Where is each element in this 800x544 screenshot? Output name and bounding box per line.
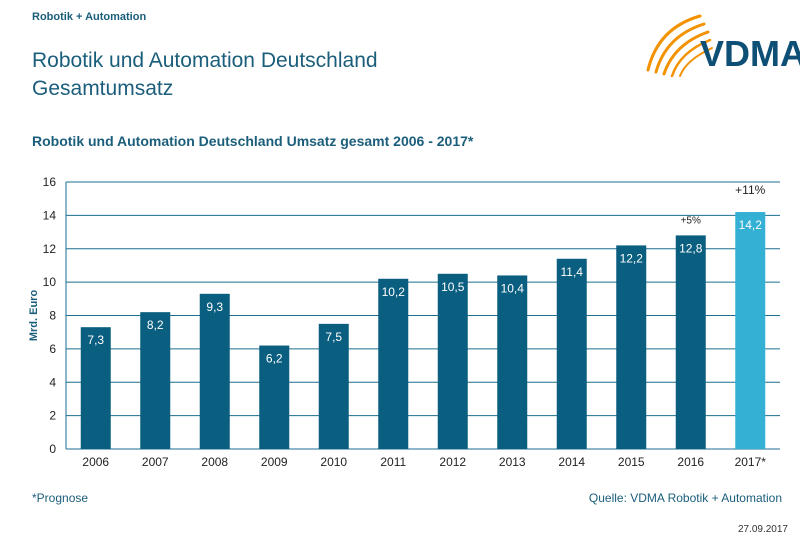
growth-annotation: +11% (735, 183, 765, 197)
x-tick-label: 2013 (499, 455, 526, 469)
y-tick-label: 12 (43, 242, 57, 256)
bar-forecast (735, 212, 766, 449)
page-title-line1: Robotik und Automation Deutschland (32, 49, 378, 72)
bar (80, 327, 111, 449)
bar-value-label: 6,2 (266, 352, 283, 366)
bar-value-label: 12,2 (620, 251, 644, 265)
bar-value-label: 8,2 (147, 318, 164, 332)
x-tick-label: 2012 (439, 455, 466, 469)
page-title: Robotik und Automation Deutschland Gesam… (32, 47, 378, 103)
bar (259, 345, 290, 449)
page-title-line2: Gesamtumsatz (32, 77, 174, 100)
y-tick-label: 14 (43, 208, 57, 222)
x-tick-label: 2016 (677, 455, 704, 469)
bar-value-label: 12,8 (679, 241, 703, 255)
vdma-logo-text: VDMA (700, 33, 800, 74)
bar-value-label: 7,5 (325, 330, 342, 344)
x-tick-label: 2017* (735, 455, 767, 469)
bar (497, 275, 528, 449)
y-tick-label: 16 (43, 175, 57, 189)
y-tick-label: 10 (43, 275, 57, 289)
bar-value-label: 11,4 (561, 265, 584, 279)
bar-value-label: 10,5 (441, 280, 465, 294)
x-tick-label: 2010 (320, 455, 347, 469)
x-tick-label: 2015 (618, 455, 645, 469)
x-tick-label: 2007 (142, 455, 169, 469)
y-tick-label: 0 (49, 442, 56, 456)
y-tick-label: 8 (49, 309, 56, 323)
bar-value-label: 10,4 (501, 281, 525, 295)
x-tick-label: 2006 (82, 455, 109, 469)
bar (556, 258, 587, 449)
y-axis-label: Mrd. Euro (28, 290, 40, 342)
bar (437, 273, 468, 449)
x-tick-label: 2011 (380, 455, 406, 469)
y-tick-label: 6 (49, 342, 56, 356)
bar-value-label: 14,2 (739, 218, 763, 232)
bar (199, 293, 230, 449)
y-tick-label: 2 (49, 409, 56, 423)
growth-annotation: +5% (681, 215, 701, 226)
x-tick-label: 2009 (261, 455, 288, 469)
y-tick-label: 4 (49, 375, 56, 389)
bar (140, 312, 171, 449)
chart-title: Robotik und Automation Deutschland Umsat… (32, 133, 474, 149)
footnote: *Prognose (32, 491, 89, 505)
x-tick-label: 2014 (558, 455, 585, 469)
bar (378, 278, 409, 449)
date-stamp: 27.09.2017 (737, 524, 788, 535)
x-tick-label: 2008 (201, 455, 228, 469)
header-tag: Robotik + Automation (32, 11, 147, 23)
bar-value-label: 10,2 (382, 285, 406, 299)
bar (675, 235, 706, 449)
source-note: Quelle: VDMA Robotik + Automation (588, 491, 782, 505)
bar-value-label: 7,3 (87, 333, 104, 347)
bar (616, 245, 647, 449)
vdma-swoosh-icon (646, 14, 713, 78)
bar-value-label: 9,3 (206, 300, 223, 314)
bar (318, 323, 349, 449)
